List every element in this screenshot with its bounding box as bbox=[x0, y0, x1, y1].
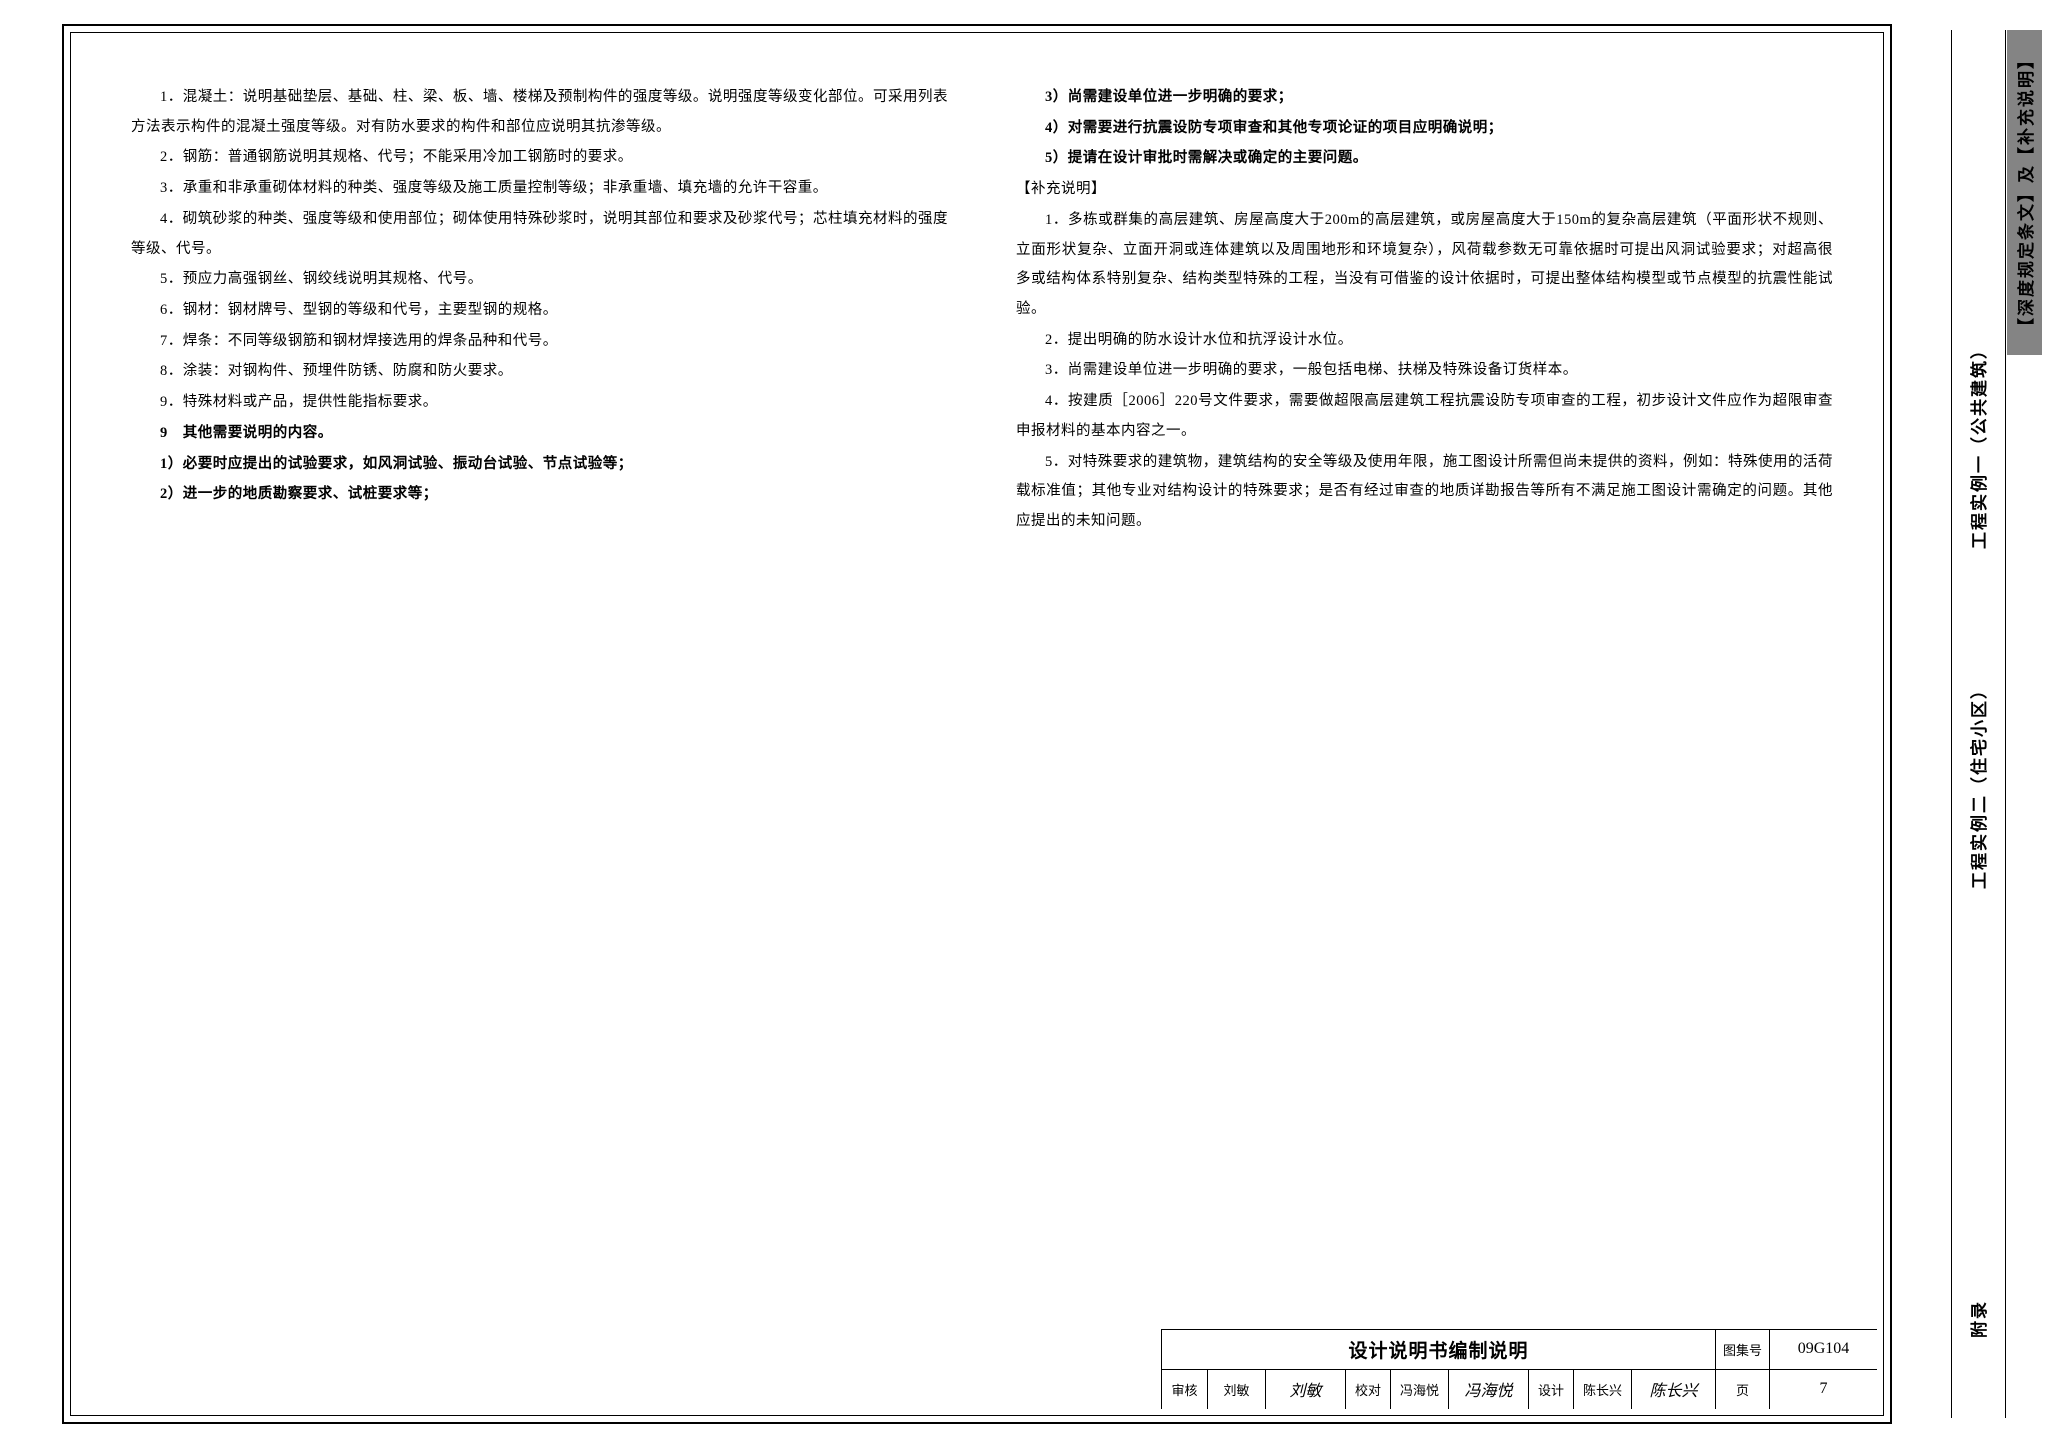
paragraph: 1．混凝土：说明基础垫层、基础、柱、梁、板、墙、楼梯及预制构件的强度等级。说明强… bbox=[131, 83, 948, 142]
paragraph: 6．钢材：钢材牌号、型钢的等级和代号，主要型钢的规格。 bbox=[131, 296, 948, 326]
column-left: 1．混凝土：说明基础垫层、基础、柱、梁、板、墙、楼梯及预制构件的强度等级。说明强… bbox=[131, 83, 948, 1305]
paragraph: 5．对特殊要求的建筑物，建筑结构的安全等级及使用年限，施工图设计所需但尚未提供的… bbox=[1016, 448, 1833, 537]
paragraph: 3）尚需建设单位进一步明确的要求； bbox=[1016, 83, 1833, 113]
role-design-name: 陈长兴 bbox=[1573, 1370, 1631, 1410]
paragraph: 1．多栋或群集的高层建筑、房屋高度大于200m的高层建筑，或房屋高度大于150m… bbox=[1016, 206, 1833, 325]
role-check-sig: 冯海悦 bbox=[1448, 1370, 1528, 1410]
paragraph: 3．承重和非承重砌体材料的种类、强度等级及施工质量控制等级；非承重墙、填充墙的允… bbox=[131, 174, 948, 204]
paragraph: 9 其他需要说明的内容。 bbox=[131, 419, 948, 449]
page-value: 7 bbox=[1769, 1370, 1877, 1410]
atlas-label: 图集号 bbox=[1715, 1330, 1769, 1369]
paragraph: 7．焊条：不同等级钢筋和钢材焊接选用的焊条品种和代号。 bbox=[131, 327, 948, 357]
paragraph: 3．尚需建设单位进一步明确的要求，一般包括电梯、扶梯及特殊设备订货样本。 bbox=[1016, 356, 1833, 386]
paragraph: 【补充说明】 bbox=[1016, 175, 1833, 205]
paragraph: 4．按建质［2006］220号文件要求，需要做超限高层建筑工程抗震设防专项审查的… bbox=[1016, 387, 1833, 446]
title-block-bottom-row: 审核 刘敏 刘敏 校对 冯海悦 冯海悦 设计 陈长兴 陈长兴 页 7 bbox=[1162, 1370, 1877, 1410]
drawing-title: 设计说明书编制说明 bbox=[1162, 1330, 1715, 1369]
role-design-sig: 陈长兴 bbox=[1631, 1370, 1715, 1410]
title-block: 设计说明书编制说明 图集号 09G104 审核 刘敏 刘敏 校对 冯海悦 冯海悦… bbox=[1161, 1329, 1877, 1409]
title-block-top-row: 设计说明书编制说明 图集号 09G104 bbox=[1162, 1330, 1877, 1370]
role-review-sig: 刘敏 bbox=[1265, 1370, 1345, 1410]
paragraph: 4．砌筑砂浆的种类、强度等级和使用部位；砌体使用特殊砂浆时，说明其部位和要求及砂… bbox=[131, 205, 948, 264]
role-review-label: 审核 bbox=[1162, 1370, 1207, 1410]
sidebar-tab-active[interactable]: 【深度规定条文】及【补充说明】 bbox=[2007, 30, 2042, 355]
sidebar-tab-example1[interactable]: 工程实例一（公共建筑） bbox=[1965, 340, 1990, 549]
page-frame-inner: 1．混凝土：说明基础垫层、基础、柱、梁、板、墙、楼梯及预制构件的强度等级。说明强… bbox=[70, 32, 1884, 1416]
paragraph: 1）必要时应提出的试验要求，如风洞试验、振动台试验、节点试验等； bbox=[131, 450, 948, 480]
paragraph: 5）提请在设计审批时需解决或确定的主要问题。 bbox=[1016, 144, 1833, 174]
content-area: 1．混凝土：说明基础垫层、基础、柱、梁、板、墙、楼梯及预制构件的强度等级。说明强… bbox=[131, 83, 1833, 1305]
sidebar-tabs: 【深度规定条文】及【补充说明】 工程实例一（公共建筑） 工程实例二（住宅小区） … bbox=[1908, 0, 2048, 1448]
page-label: 页 bbox=[1715, 1370, 1769, 1410]
atlas-value: 09G104 bbox=[1769, 1330, 1877, 1369]
paragraph: 5．预应力高强钢丝、钢绞线说明其规格、代号。 bbox=[131, 265, 948, 295]
paragraph: 2．钢筋：普通钢筋说明其规格、代号；不能采用冷加工钢筋时的要求。 bbox=[131, 143, 948, 173]
paragraph: 9．特殊材料或产品，提供性能指标要求。 bbox=[131, 388, 948, 418]
sidebar-tab-example2[interactable]: 工程实例二（住宅小区） bbox=[1965, 680, 1990, 889]
column-right: 3）尚需建设单位进一步明确的要求；4）对需要进行抗震设防专项审查和其他专项论证的… bbox=[1016, 83, 1833, 1305]
paragraph: 8．涂装：对钢构件、预埋件防锈、防腐和防火要求。 bbox=[131, 357, 948, 387]
sidebar-tab-appendix[interactable]: 附录 bbox=[1965, 1300, 1990, 1338]
paragraph: 2．提出明确的防水设计水位和抗浮设计水位。 bbox=[1016, 326, 1833, 356]
paragraph: 2）进一步的地质勘察要求、试桩要求等； bbox=[131, 480, 948, 510]
sidebar-divider-2 bbox=[1951, 30, 1952, 1418]
sidebar-divider-1 bbox=[2005, 30, 2006, 1418]
page-frame-outer: 1．混凝土：说明基础垫层、基础、柱、梁、板、墙、楼梯及预制构件的强度等级。说明强… bbox=[62, 24, 1892, 1424]
paragraph: 4）对需要进行抗震设防专项审查和其他专项论证的项目应明确说明； bbox=[1016, 114, 1833, 144]
role-design-label: 设计 bbox=[1528, 1370, 1573, 1410]
role-check-name: 冯海悦 bbox=[1390, 1370, 1448, 1410]
role-review-name: 刘敏 bbox=[1207, 1370, 1265, 1410]
role-check-label: 校对 bbox=[1345, 1370, 1390, 1410]
